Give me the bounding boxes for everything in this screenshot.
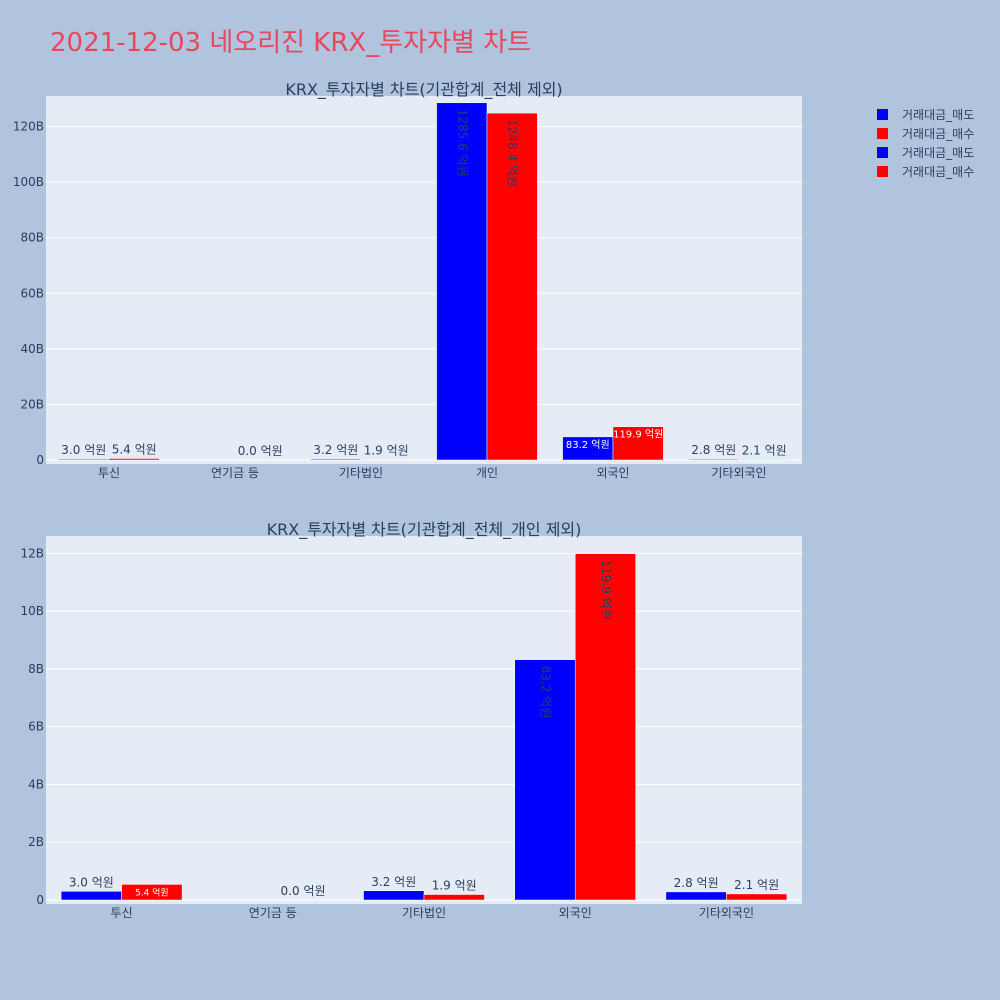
data-label: 2.1 억원 <box>742 443 787 457</box>
data-label: 3.2 억원 <box>371 875 416 889</box>
data-label: 3.2 억원 <box>313 443 358 457</box>
data-label: 2.8 억원 <box>674 876 719 890</box>
bar <box>423 894 485 901</box>
bar <box>612 426 664 461</box>
x-tick-label: 투신 <box>111 906 133 920</box>
data-label: 5.4 억원 <box>112 442 157 456</box>
data-label: 2.8 억원 <box>691 443 736 457</box>
legend-label: 거래대금_매도 <box>902 108 974 122</box>
data-label: 5.4 억원 <box>135 886 169 898</box>
bar <box>60 891 122 901</box>
data-label: 1.9 억원 <box>364 443 409 457</box>
y-tick-label: 0 <box>36 453 44 467</box>
x-tick-label: 기타외국인 <box>711 466 766 480</box>
data-label: 3.0 억원 <box>61 443 106 457</box>
y-tick-label: 120B <box>13 120 44 134</box>
y-tick-label: 8B <box>28 662 44 676</box>
legend-swatch <box>877 128 888 139</box>
bar <box>310 458 362 461</box>
data-label: 83.2 억원 <box>566 439 610 451</box>
legend-swatch <box>877 166 888 177</box>
legend-label: 거래대금_매수 <box>902 165 974 179</box>
y-tick-label: 10B <box>20 604 44 618</box>
legend-swatch <box>877 109 888 120</box>
bar <box>58 458 110 461</box>
data-label: 2.1 억원 <box>734 878 779 892</box>
bar <box>121 884 183 901</box>
data-label: 1.9 억원 <box>432 879 477 893</box>
x-tick-label: 기타법인 <box>402 906 446 920</box>
x-tick-label: 외국인 <box>596 466 629 480</box>
bar <box>108 458 160 461</box>
x-tick-label: 기타외국인 <box>699 906 754 920</box>
x-tick-label: 기타법인 <box>339 466 383 480</box>
chart-2: 0 2B 4B 6B 8B 10B 12B KRX_투자자별 차트(기관합계_전체_개인 제외… <box>20 520 802 920</box>
plot-area <box>46 96 802 464</box>
bar <box>360 459 412 461</box>
x-tick-label: 외국인 <box>559 906 592 920</box>
data-label: 83.2 억원 <box>538 666 552 719</box>
chart-title: KRX_투자자별 차트(기관합계_전체 제외) <box>285 80 562 100</box>
legend-label: 거래대금_매도 <box>902 146 974 160</box>
chart-1: 0 20B 40B 60B 80B 100B 120B KRX_투자자별 차트(기관합계_전체… <box>13 80 802 480</box>
plot-area <box>46 536 802 904</box>
data-label: 119.9 억원 <box>613 429 663 441</box>
bar <box>514 659 576 901</box>
x-tick-label: 연기금 등 <box>211 466 259 480</box>
legend-label: 거래대금_매수 <box>902 127 974 141</box>
y-tick-label: 12B <box>20 546 44 560</box>
y-tick-label: 40B <box>20 342 44 356</box>
legend-swatch <box>877 147 888 158</box>
data-label: 0.0 억원 <box>238 444 283 458</box>
data-label: 0.0 억원 <box>281 884 326 898</box>
x-tick-label: 투신 <box>98 466 120 480</box>
data-label: 1248.4 억원 <box>506 119 520 187</box>
y-tick-label: 2B <box>28 835 44 849</box>
y-tick-label: 4B <box>28 777 44 791</box>
bar <box>363 890 425 901</box>
page-title: 2021-12-03 네오리진 KRX_투자자별 차트 <box>50 28 532 58</box>
chart-title: KRX_투자자별 차트(기관합계_전체_개인 제외) <box>267 520 582 540</box>
data-label: 3.0 억원 <box>69 875 114 889</box>
bar <box>574 553 636 901</box>
bar <box>665 891 727 901</box>
bar <box>486 112 538 461</box>
data-label: 119.9 억원 <box>599 560 613 620</box>
y-tick-label: 6B <box>28 720 44 734</box>
y-tick-label: 100B <box>13 175 44 189</box>
bar <box>436 102 488 461</box>
bar <box>688 458 740 461</box>
y-tick-label: 0 <box>36 893 44 907</box>
data-label: 1285.6 억원 <box>455 109 469 177</box>
y-tick-label: 80B <box>20 231 44 245</box>
y-tick-label: 20B <box>20 397 44 411</box>
y-tick-label: 60B <box>20 286 44 300</box>
bar <box>726 893 788 901</box>
x-tick-label: 연기금 등 <box>249 906 297 920</box>
x-tick-label: 개인 <box>476 466 498 480</box>
bar <box>738 459 790 461</box>
